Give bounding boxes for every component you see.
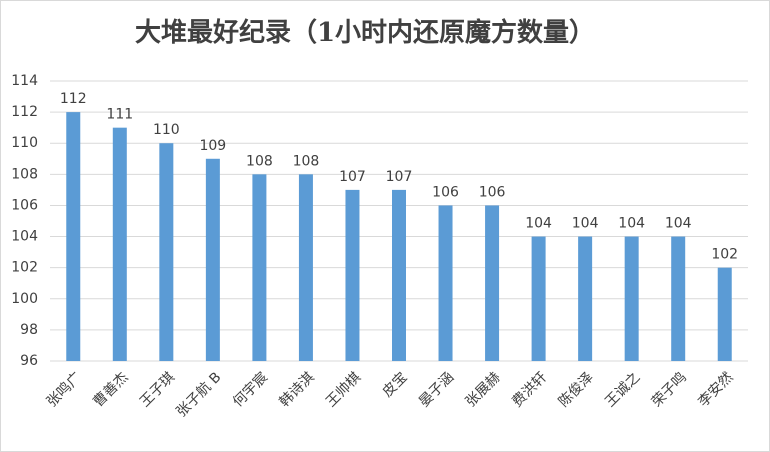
value-label: 108 (293, 153, 320, 169)
y-tick-label: 100 (11, 291, 38, 307)
value-label: 102 (711, 247, 738, 263)
value-label: 104 (665, 216, 692, 232)
bar (624, 236, 639, 361)
value-label: 110 (153, 122, 180, 138)
value-label: 106 (432, 184, 459, 200)
value-label: 104 (618, 216, 645, 232)
value-label: 112 (60, 91, 87, 107)
y-tick-label: 98 (20, 322, 38, 338)
y-tick-label: 104 (11, 229, 38, 245)
y-tick-label: 108 (11, 166, 38, 182)
bar (531, 236, 546, 361)
bar (578, 236, 593, 361)
bar (671, 236, 686, 361)
value-label: 107 (386, 169, 413, 185)
bar (345, 189, 360, 361)
value-label: 108 (246, 153, 273, 169)
bar (298, 174, 313, 361)
value-label: 109 (199, 138, 226, 154)
value-label: 107 (339, 169, 366, 185)
bar (66, 112, 81, 361)
bar (438, 205, 453, 361)
bar (252, 174, 267, 361)
value-label: 104 (525, 216, 552, 232)
chart-title: 大堆最好纪录（1小时内还原魔方数量） (135, 17, 595, 48)
y-tick-label: 110 (11, 135, 38, 151)
y-tick-label: 114 (11, 73, 38, 89)
y-tick-label: 102 (11, 260, 38, 276)
y-tick-label: 106 (11, 197, 38, 213)
value-label: 104 (572, 216, 599, 232)
bar (485, 205, 500, 361)
bar (717, 267, 732, 361)
bar (112, 127, 127, 362)
bar (392, 189, 406, 361)
value-label: 111 (106, 107, 133, 123)
y-tick-label: 112 (11, 104, 38, 120)
value-label: 106 (479, 184, 506, 200)
y-tick-label: 96 (20, 353, 38, 369)
bar (159, 143, 174, 361)
bar (205, 158, 220, 361)
